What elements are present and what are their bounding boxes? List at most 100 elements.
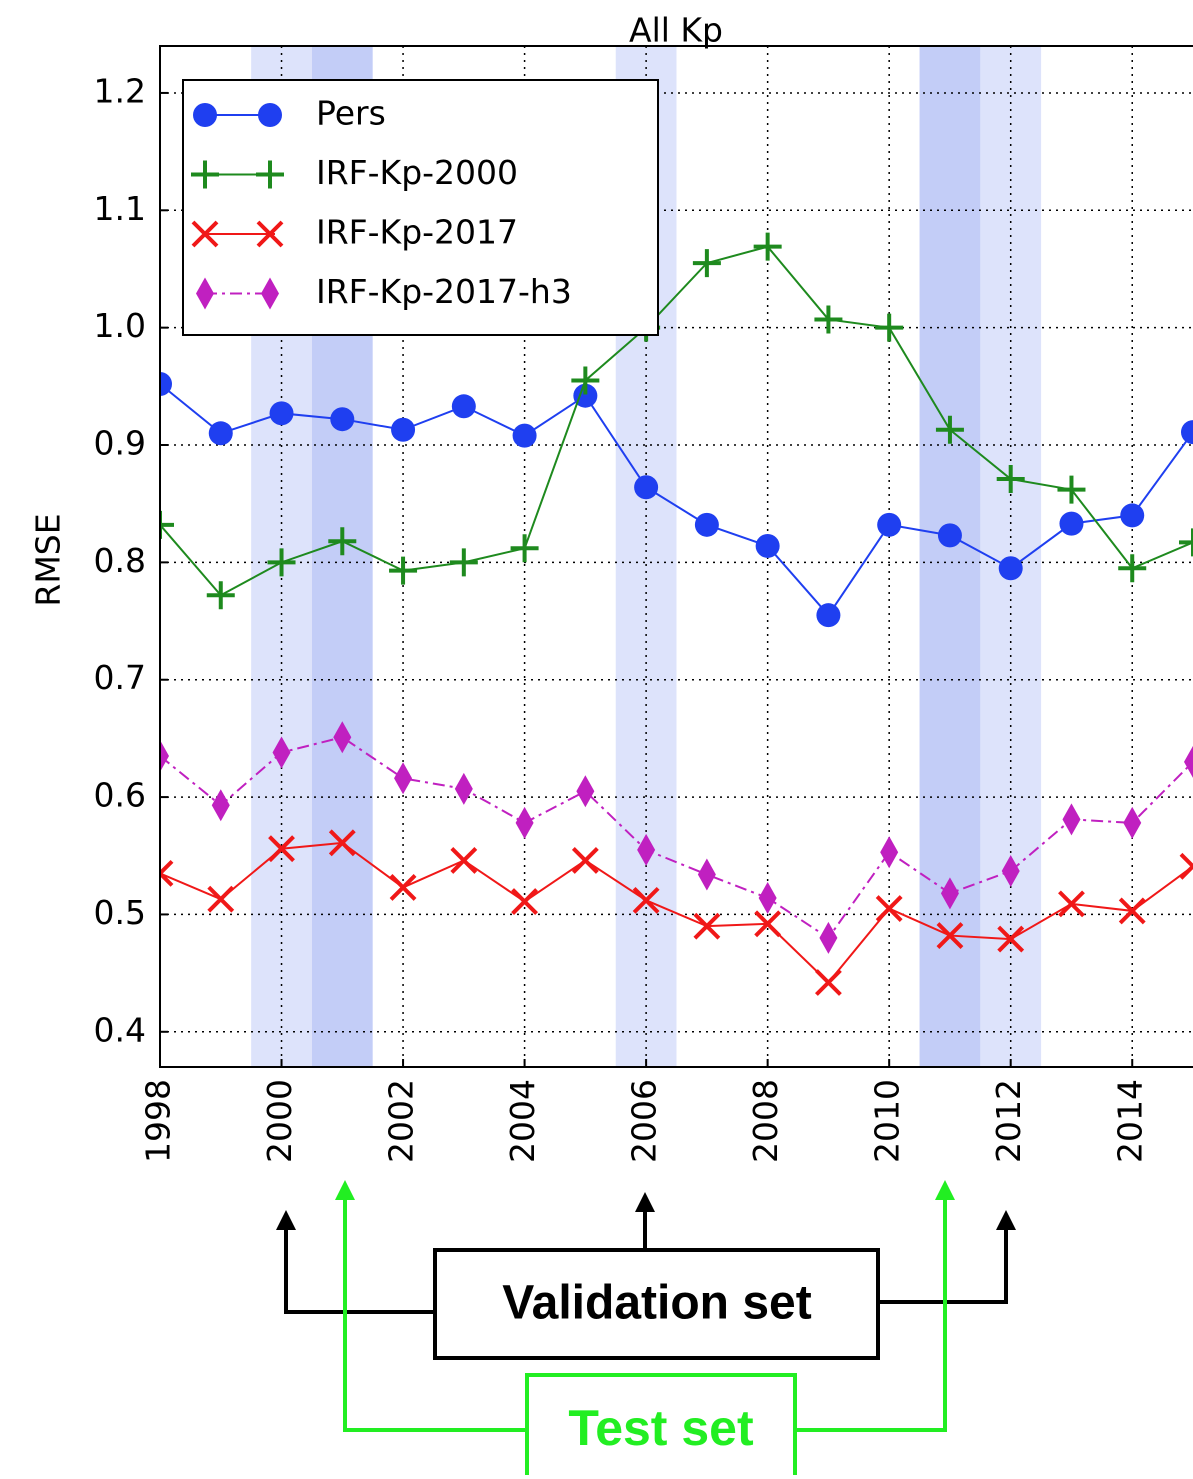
marker xyxy=(191,160,219,189)
marker xyxy=(268,835,295,863)
marker xyxy=(758,882,777,915)
marker xyxy=(389,556,418,585)
marker xyxy=(389,874,417,901)
y-tick-label: 0.4 xyxy=(94,1010,146,1049)
marker xyxy=(571,847,599,874)
marker xyxy=(1179,852,1193,880)
marker xyxy=(267,548,296,577)
marker xyxy=(328,527,357,556)
marker xyxy=(160,859,174,887)
marker xyxy=(261,277,279,310)
x-tick-label: 2014 xyxy=(1111,1079,1150,1163)
marker xyxy=(819,921,838,954)
marker xyxy=(755,533,780,558)
x-tick-label: 2008 xyxy=(746,1079,785,1163)
plot-frame xyxy=(159,45,1193,1068)
legend-label: IRF-Kp-2017 xyxy=(316,213,518,252)
marker xyxy=(211,789,230,822)
marker xyxy=(940,877,959,910)
marker xyxy=(1184,745,1193,778)
series-line xyxy=(160,736,1193,940)
marker xyxy=(996,465,1025,494)
legend-label: IRF-Kp-2017-h3 xyxy=(316,272,572,311)
marker xyxy=(1059,511,1084,536)
marker xyxy=(450,847,478,874)
y-tick-label: 0.9 xyxy=(94,424,146,463)
marker xyxy=(816,603,841,628)
marker xyxy=(632,886,660,914)
x-tick-label: 2010 xyxy=(868,1079,907,1163)
marker xyxy=(256,220,284,248)
marker xyxy=(394,762,413,795)
marker xyxy=(814,305,843,334)
marker xyxy=(196,277,214,310)
marker xyxy=(693,912,721,940)
marker xyxy=(936,922,964,949)
y-tick-label: 1.2 xyxy=(94,71,146,110)
marker xyxy=(391,417,416,442)
marker xyxy=(697,858,716,891)
marker xyxy=(576,775,595,808)
y-tick-label: 1.0 xyxy=(94,306,146,345)
marker xyxy=(160,510,174,539)
marker xyxy=(328,829,356,857)
marker xyxy=(160,371,172,396)
x-tick-label: 2000 xyxy=(260,1079,299,1163)
y-tick-label: 0.7 xyxy=(94,658,146,697)
marker xyxy=(1118,897,1146,925)
x-tick-label: 2012 xyxy=(989,1079,1028,1163)
x-tick-label: 1998 xyxy=(139,1079,178,1163)
series-line xyxy=(160,841,1193,984)
marker xyxy=(515,806,534,839)
marker xyxy=(875,313,904,342)
marker xyxy=(1123,806,1142,839)
marker xyxy=(269,401,294,426)
marker xyxy=(333,721,352,754)
marker xyxy=(997,925,1025,953)
marker xyxy=(451,394,476,419)
marker xyxy=(1062,803,1081,836)
marker xyxy=(206,581,235,610)
marker xyxy=(637,833,656,866)
marker xyxy=(511,888,539,915)
chart-title: All Kp xyxy=(629,11,723,50)
marker xyxy=(160,740,169,773)
x-tick-label: 2006 xyxy=(625,1079,664,1163)
marker xyxy=(814,969,842,996)
marker xyxy=(193,103,217,127)
highlight-band xyxy=(919,46,981,1067)
y-tick-label: 0.5 xyxy=(94,893,146,932)
marker xyxy=(935,415,964,444)
marker xyxy=(191,220,219,248)
marker xyxy=(1118,554,1147,583)
marker xyxy=(454,772,473,805)
marker xyxy=(880,836,899,869)
marker xyxy=(1181,420,1193,445)
legend-label: IRF-Kp-2000 xyxy=(316,153,518,192)
marker xyxy=(877,512,902,537)
marker xyxy=(998,556,1023,581)
marker xyxy=(256,160,284,189)
marker xyxy=(571,366,600,395)
marker xyxy=(330,407,355,432)
marker xyxy=(208,421,233,446)
marker xyxy=(510,534,539,563)
marker xyxy=(1001,855,1020,888)
marker xyxy=(1179,528,1193,557)
marker xyxy=(692,249,721,278)
y-tick-label: 0.8 xyxy=(94,541,146,580)
marker xyxy=(207,885,235,913)
marker xyxy=(573,383,598,408)
marker xyxy=(753,232,782,261)
marker xyxy=(875,895,903,922)
marker xyxy=(1058,890,1085,918)
marker xyxy=(937,523,962,548)
annotation-arrows xyxy=(276,1180,1016,1479)
annotation: Validation set xyxy=(502,1277,811,1330)
marker xyxy=(1057,475,1086,504)
annotation: Test set xyxy=(568,1400,754,1456)
marker xyxy=(1120,503,1145,528)
x-tick-label: 2004 xyxy=(503,1079,542,1163)
y-tick-label: 1.1 xyxy=(94,189,146,228)
